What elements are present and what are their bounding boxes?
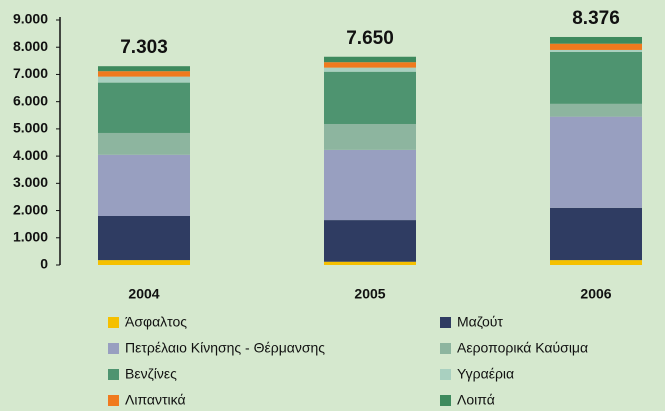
y-tick-label: 2.000	[13, 201, 48, 217]
legend-label: Λιπαντικά	[125, 392, 186, 408]
legend-swatch	[108, 369, 119, 380]
legend-label: Υγραέρια	[457, 366, 514, 382]
bar-segment	[98, 76, 190, 83]
bar-segment	[98, 132, 190, 155]
legend-label: Πετρέλαιο Κίνησης - Θέρμανσης	[125, 340, 325, 356]
legend-swatch	[440, 317, 451, 328]
y-tick-label: 5.000	[13, 120, 48, 136]
legend-swatch	[440, 343, 451, 354]
bar-segment	[550, 116, 642, 208]
bar-segment	[98, 216, 190, 261]
total-label: 7.303	[120, 37, 168, 58]
x-tick-label: 2004	[128, 286, 159, 302]
legend-swatch	[108, 395, 119, 406]
bar-segment	[550, 49, 642, 52]
bar-segment	[550, 260, 642, 265]
bar-segment	[550, 43, 642, 50]
bar-segment	[324, 56, 416, 63]
y-tick-label: 4.000	[13, 147, 48, 163]
y-tick-label: 8.000	[13, 38, 48, 54]
y-tick-label: 9.000	[13, 11, 48, 27]
bar-segment	[324, 67, 416, 72]
legend-swatch	[440, 369, 451, 380]
total-label: 7.650	[346, 28, 394, 49]
bar-segment	[324, 261, 416, 265]
bar-segment	[550, 207, 642, 261]
x-tick-label: 2006	[580, 286, 611, 302]
bar-segment	[98, 260, 190, 265]
bar-segment	[550, 36, 642, 44]
legend-label: Μαζούτ	[457, 314, 503, 330]
y-tick-label: 3.000	[13, 174, 48, 190]
bar-segment	[98, 82, 190, 133]
bar-segment	[324, 123, 416, 150]
legend-swatch	[108, 317, 119, 328]
y-tick-label: 7.000	[13, 65, 48, 81]
bar-segment	[550, 103, 642, 117]
bar-segment	[98, 66, 190, 72]
y-tick-label: 6.000	[13, 92, 48, 108]
legend-label: Λοιπά	[457, 392, 495, 408]
legend-swatch	[440, 395, 451, 406]
x-tick-label: 2005	[354, 286, 385, 302]
legend-label: Αεροπορικά Καύσιμα	[457, 340, 588, 356]
legend-label: Βενζίνες	[125, 366, 177, 382]
total-label: 8.376	[572, 8, 620, 29]
y-tick-label: 0	[40, 256, 48, 272]
legend-label: Άσφαλτος	[125, 314, 187, 330]
legend-swatch	[108, 343, 119, 354]
y-tick-label: 1.000	[13, 228, 48, 244]
bar-segment	[324, 71, 416, 124]
bar-segment	[98, 154, 190, 216]
bar-segment	[98, 71, 190, 77]
bar-segment	[550, 51, 642, 104]
bar-segment	[324, 62, 416, 68]
bar-segment	[324, 149, 416, 221]
bar-segment	[324, 220, 416, 262]
